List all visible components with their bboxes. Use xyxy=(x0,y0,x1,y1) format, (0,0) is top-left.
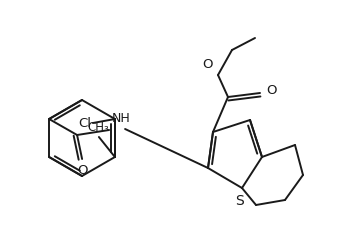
Text: Cl: Cl xyxy=(78,118,91,130)
Text: O: O xyxy=(266,84,276,98)
Text: NH: NH xyxy=(112,112,131,125)
Text: O: O xyxy=(77,164,88,177)
Text: S: S xyxy=(236,194,244,208)
Text: O: O xyxy=(203,58,213,71)
Text: CH₃: CH₃ xyxy=(87,121,109,134)
